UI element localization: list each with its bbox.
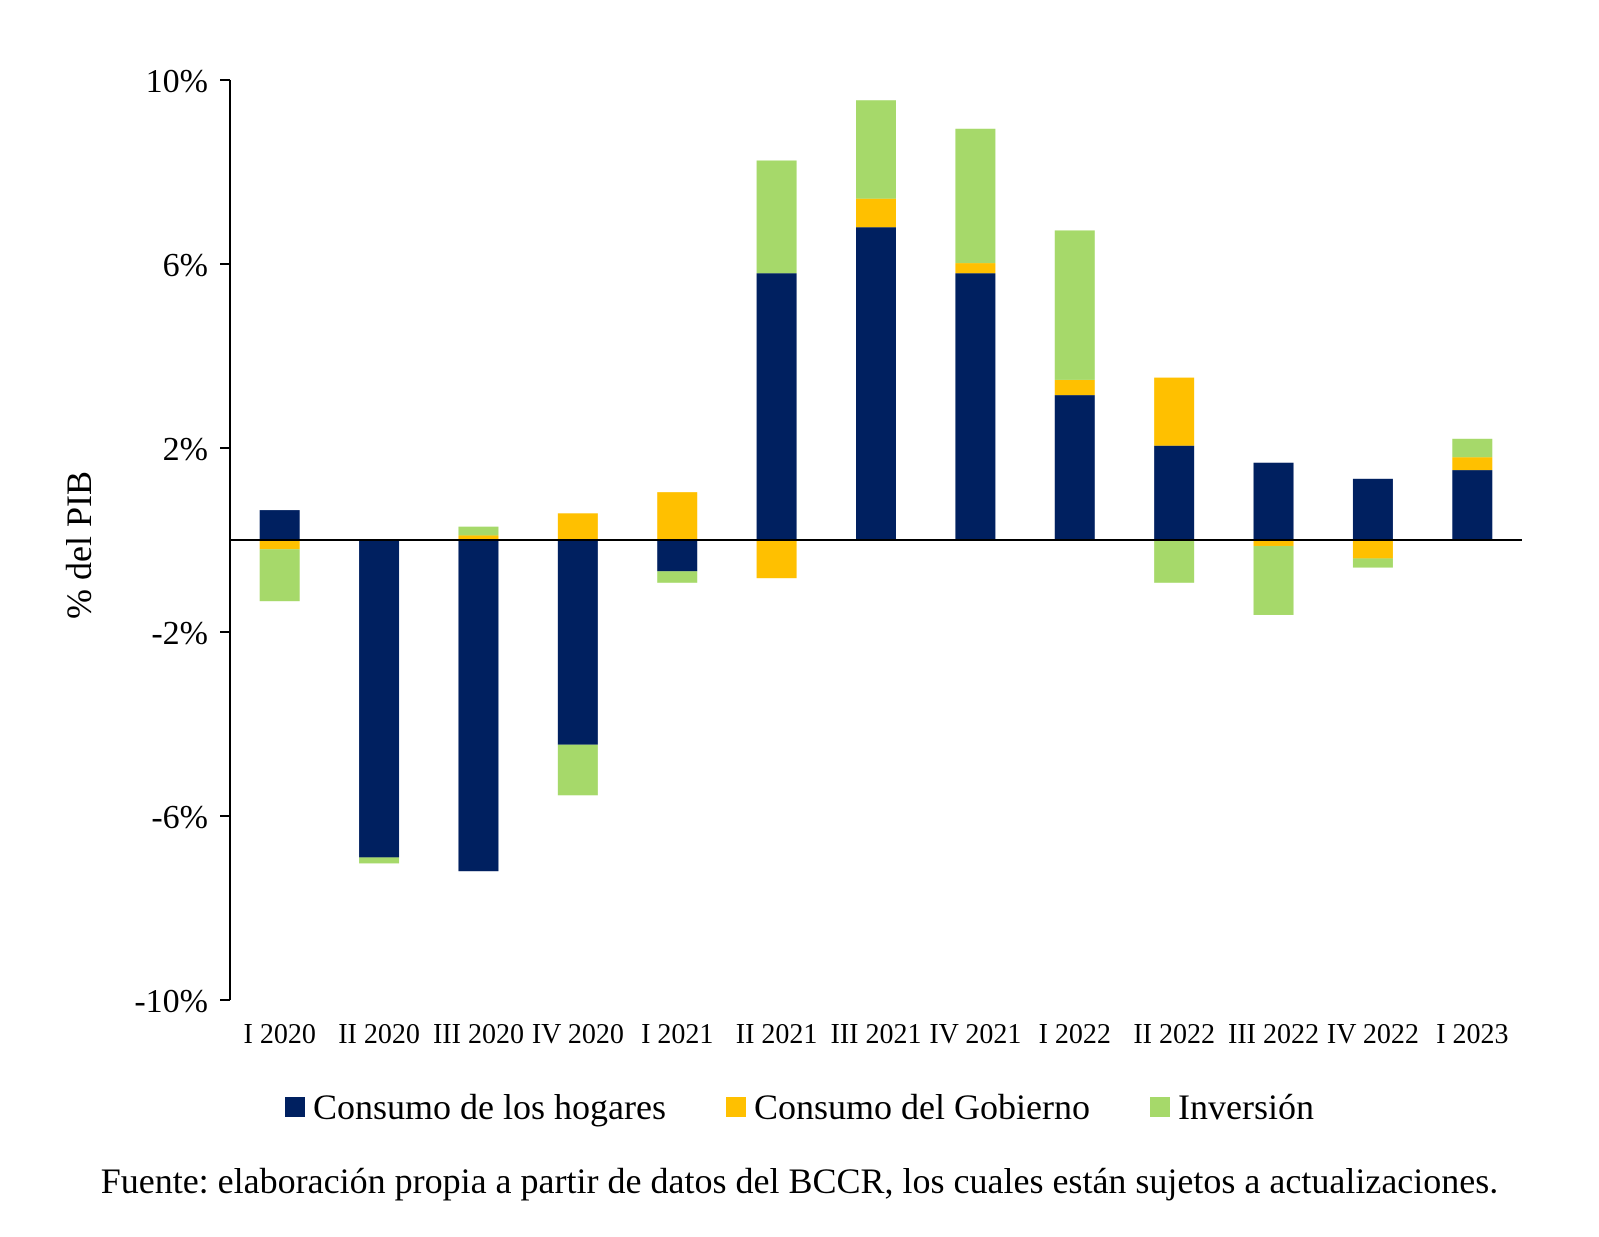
y-ticks: -10% -6% -2% 2% 6% 10%	[134, 63, 230, 1020]
bar-gobierno-4	[557, 513, 598, 540]
x-tick-label: II 2022	[1133, 1019, 1215, 1050]
y-axis-label: % del PIB	[59, 471, 99, 619]
bar-gobierno-7	[856, 198, 896, 228]
bar-gobierno-12	[1352, 540, 1393, 559]
x-tick-label: III 2021	[831, 1019, 922, 1050]
x-tick-label: II 2020	[338, 1019, 420, 1050]
x-tick-labels: I 2020 II 2020 III 2020 IV 2020 I 2021 II 202…	[244, 1019, 1509, 1050]
bar-inversion-1	[259, 549, 300, 602]
bar-inversion-13	[1452, 438, 1493, 458]
bar-gobierno-5	[657, 492, 698, 540]
bar-hogares-7	[856, 227, 896, 540]
legend-label-gobierno: Consumo del Gobierno	[754, 1087, 1090, 1127]
bar-inversion-11	[1253, 545, 1294, 615]
x-tick-label: I 2020	[244, 1019, 316, 1050]
bar-inversion-2	[359, 857, 400, 864]
legend-swatch-gobierno	[726, 1097, 746, 1117]
x-tick-label: IV 2022	[1327, 1019, 1419, 1050]
source-note: Fuente: elaboración propia a partir de d…	[100, 1161, 1499, 1201]
x-tick-label: III 2022	[1228, 1019, 1319, 1050]
bar-inversion-7	[856, 100, 896, 199]
bar-inversion-10	[1154, 540, 1195, 583]
bar-inversion-4	[557, 744, 598, 796]
bar-hogares-1	[259, 510, 300, 540]
bar-gobierno-3	[458, 535, 499, 540]
bar-hogares-4	[557, 540, 598, 745]
bar-hogares-13	[1452, 470, 1493, 540]
bar-inversion-9	[1054, 230, 1095, 380]
y-tick-label: -2%	[151, 615, 208, 652]
bar-inversion-6	[756, 160, 797, 274]
y-tick-label: 2%	[163, 431, 208, 468]
y-tick-label: 6%	[163, 247, 208, 284]
bar-gobierno-13	[1452, 457, 1493, 471]
x-tick-label: II 2021	[736, 1019, 818, 1050]
y-tick-label: 10%	[146, 63, 208, 100]
legend-label-hogares: Consumo de los hogares	[313, 1087, 666, 1127]
legend-item-gobierno: Consumo del Gobierno	[726, 1086, 1090, 1128]
x-tick-label: I 2023	[1436, 1019, 1508, 1050]
bar-hogares-6	[756, 273, 797, 540]
bar-hogares-12	[1352, 478, 1393, 540]
bar-inversion-3	[458, 526, 499, 536]
bar-hogares-5	[657, 540, 698, 572]
legend-item-inversion: Inversión	[1149, 1086, 1314, 1128]
y-tick-label: -6%	[151, 799, 208, 836]
legend-swatch-inversion	[1149, 1097, 1170, 1117]
bars-group	[259, 100, 1493, 872]
bar-hogares-10	[1154, 445, 1195, 540]
bar-gobierno-11	[1253, 540, 1294, 546]
bar-gobierno-6	[756, 540, 797, 579]
bar-hogares-9	[1054, 395, 1095, 540]
legend-swatch-hogares	[285, 1097, 306, 1117]
bar-gobierno-8	[955, 263, 996, 274]
bar-hogares-11	[1253, 462, 1294, 540]
legend-item-hogares: Consumo de los hogares	[285, 1086, 666, 1128]
bar-hogares-3	[458, 540, 499, 872]
x-tick-label: I 2021	[641, 1019, 713, 1050]
bar-gobierno-1	[259, 540, 300, 550]
bar-hogares-2	[359, 540, 400, 858]
bar-inversion-12	[1352, 558, 1393, 568]
bar-inversion-8	[955, 128, 996, 264]
bar-inversion-5	[657, 571, 698, 583]
bar-gobierno-10	[1154, 377, 1195, 446]
legend: Consumo de los hogares Consumo del Gobie…	[0, 1082, 1599, 1132]
x-tick-label: I 2022	[1039, 1019, 1111, 1050]
x-tick-label: III 2020	[433, 1019, 524, 1050]
x-tick-label: IV 2021	[929, 1019, 1021, 1050]
legend-label-inversion: Inversión	[1177, 1087, 1314, 1127]
chart: -10%-6%-2%2%6%10% I 2020 II 2020 III 2020 I…	[59, 63, 1522, 1050]
bar-gobierno-9	[1054, 379, 1095, 396]
bar-hogares-8	[955, 273, 996, 540]
y-tick-label: -10%	[134, 983, 208, 1020]
x-tick-label: IV 2020	[532, 1019, 624, 1050]
